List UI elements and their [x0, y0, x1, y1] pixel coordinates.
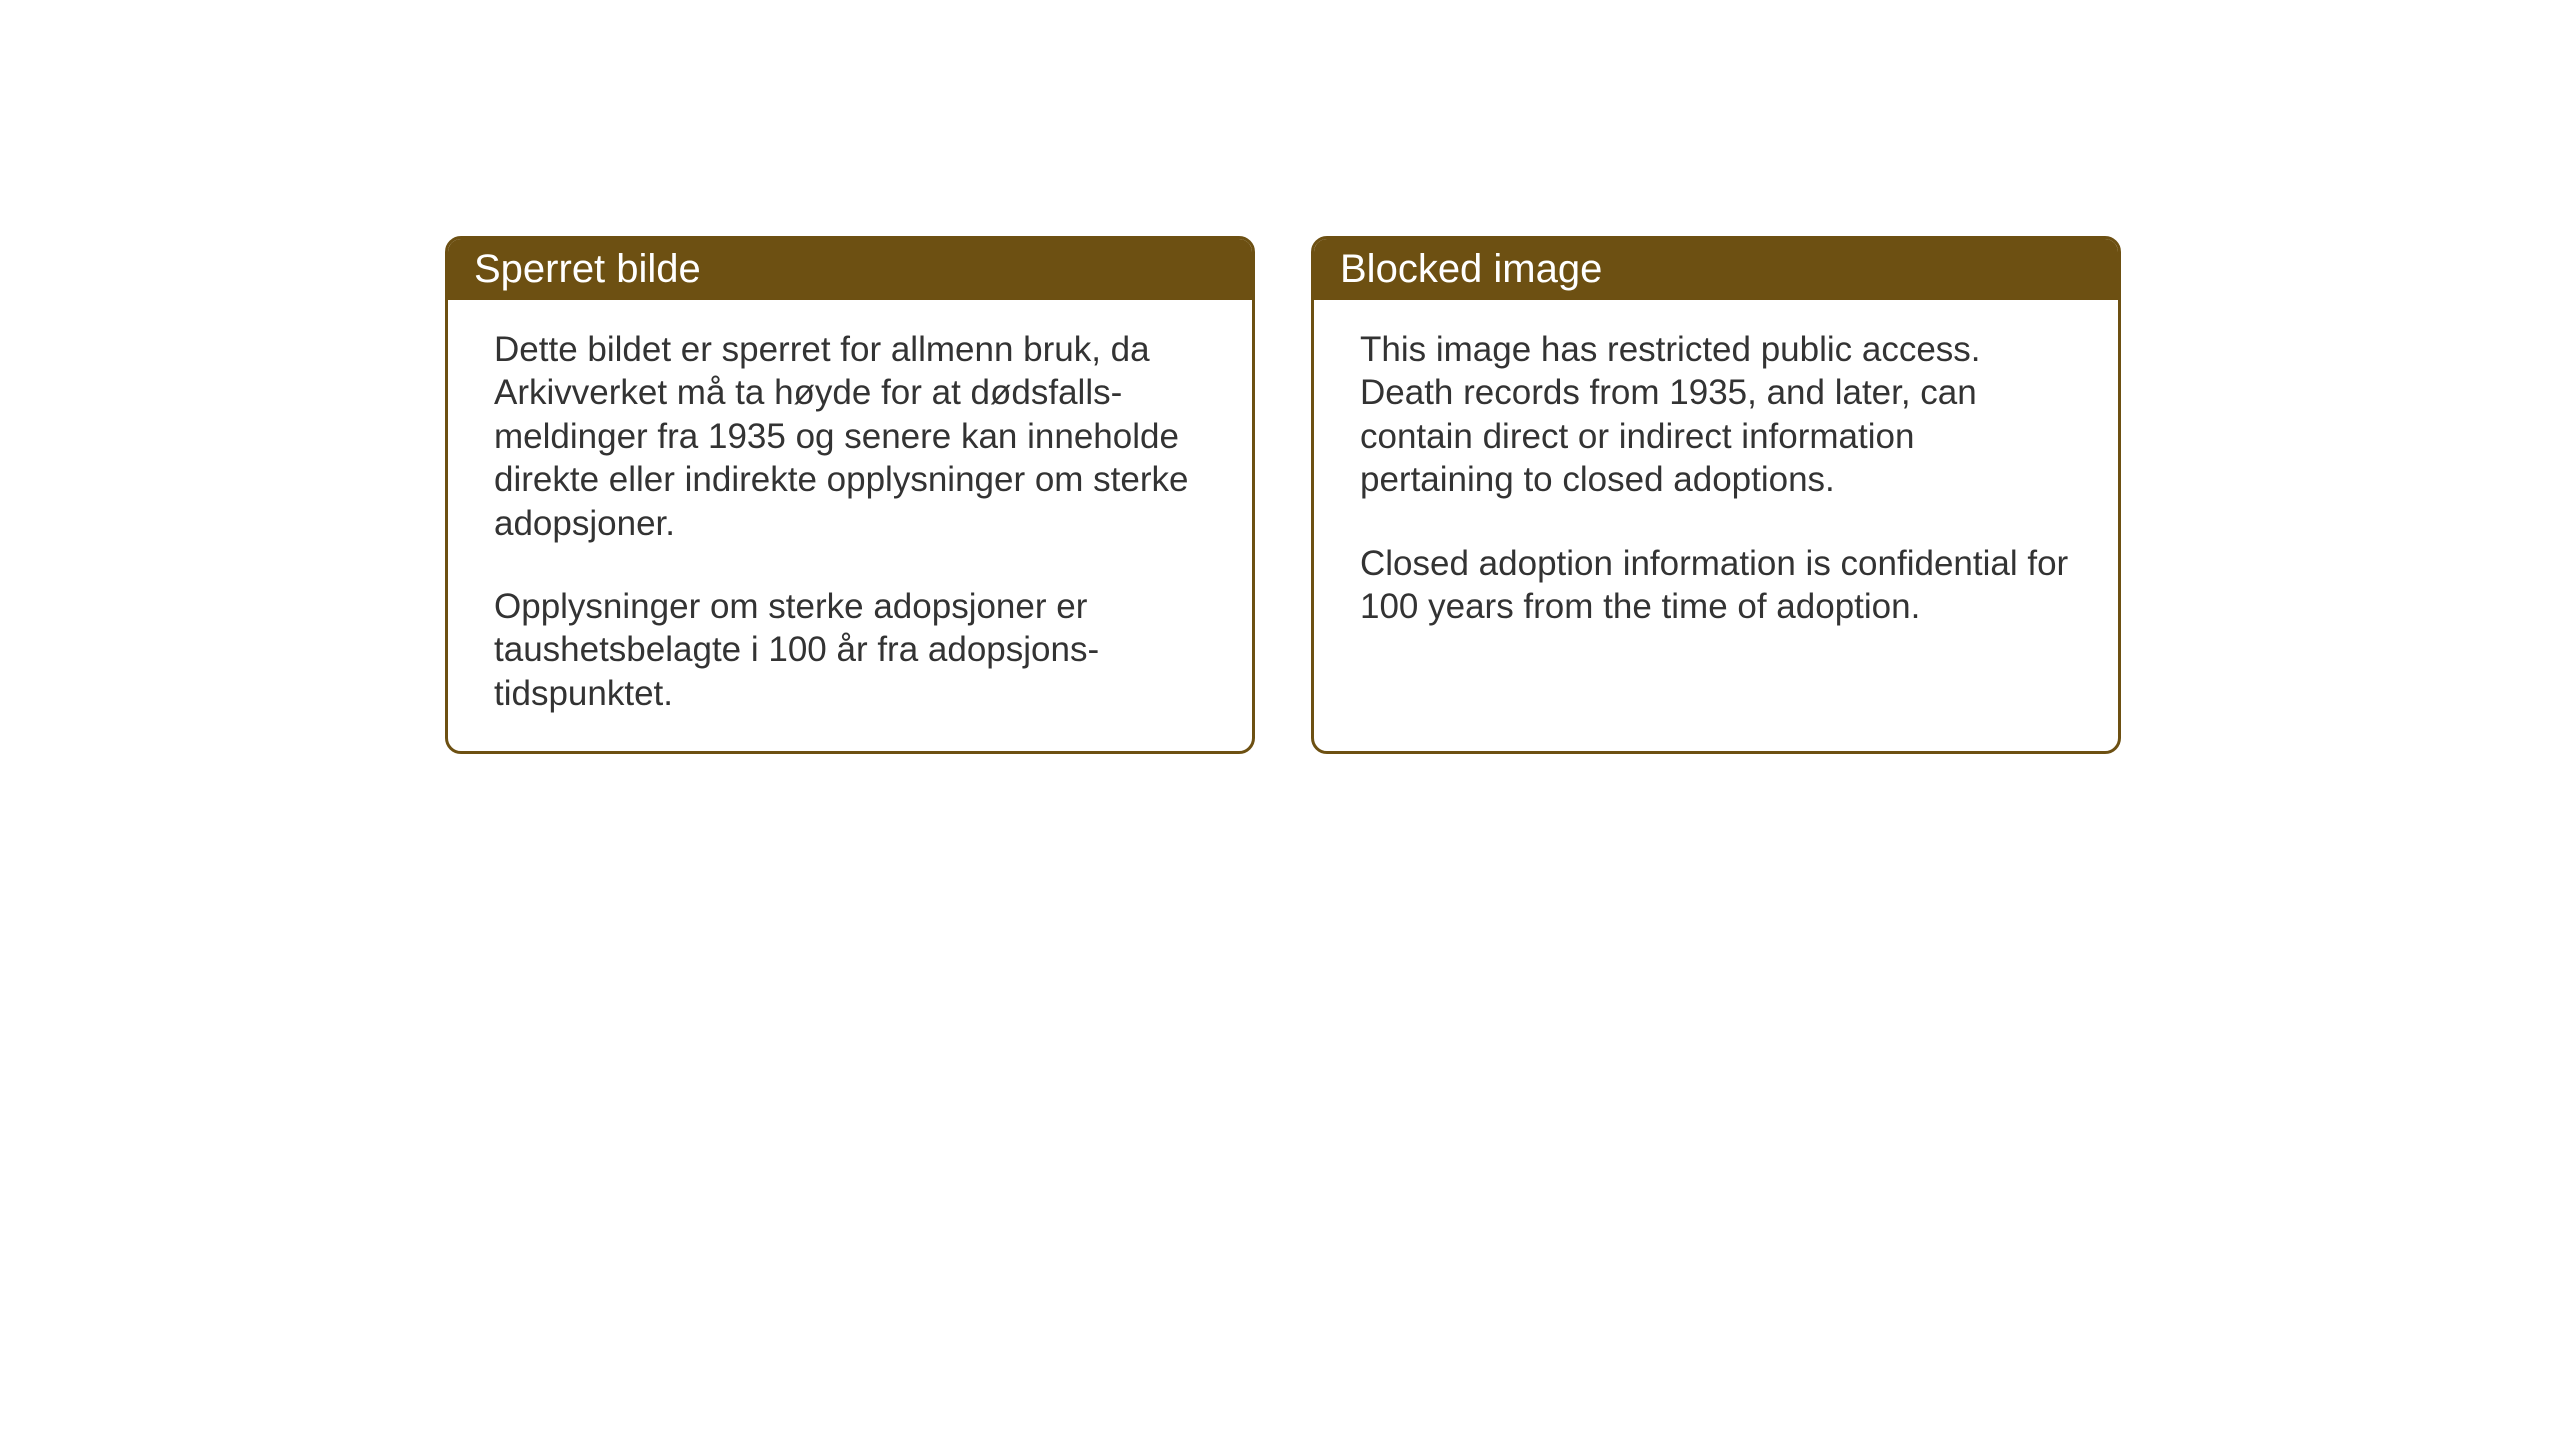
- english-paragraph-1: This image has restricted public access.…: [1360, 328, 2072, 502]
- norwegian-paragraph-1: Dette bildet er sperret for allmenn bruk…: [494, 328, 1206, 545]
- norwegian-notice-body: Dette bildet er sperret for allmenn bruk…: [448, 300, 1252, 751]
- english-notice-card: Blocked image This image has restricted …: [1311, 236, 2121, 754]
- english-notice-body: This image has restricted public access.…: [1314, 300, 2118, 728]
- norwegian-notice-title: Sperret bilde: [448, 239, 1252, 300]
- english-paragraph-2: Closed adoption information is confident…: [1360, 542, 2072, 629]
- english-notice-title: Blocked image: [1314, 239, 2118, 300]
- notice-container: Sperret bilde Dette bildet er sperret fo…: [445, 236, 2121, 754]
- norwegian-notice-card: Sperret bilde Dette bildet er sperret fo…: [445, 236, 1255, 754]
- norwegian-paragraph-2: Opplysninger om sterke adopsjoner er tau…: [494, 585, 1206, 715]
